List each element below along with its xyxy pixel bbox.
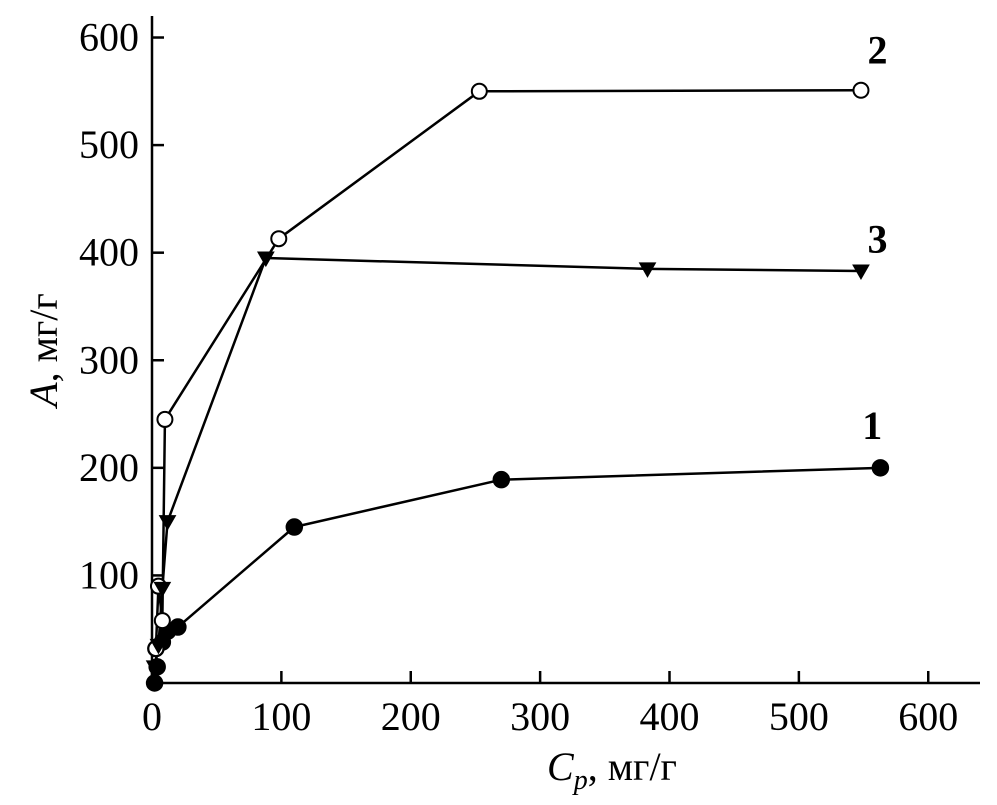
x-axis-title: Cp, мг/г xyxy=(547,744,677,796)
series-1-point xyxy=(871,459,890,477)
series-1-point xyxy=(285,518,304,536)
series-2-label: 2 xyxy=(867,27,887,72)
x-tick-label: 0 xyxy=(142,694,162,739)
x-tick-label: 600 xyxy=(898,694,958,739)
x-tick-label: 500 xyxy=(769,694,829,739)
series-2-line xyxy=(154,88,861,649)
series-3-point xyxy=(158,515,177,531)
x-tick-label: 300 xyxy=(510,694,570,739)
series-3-point xyxy=(149,638,168,655)
x-axis-symbol: C xyxy=(547,744,575,789)
x-tick-label: 200 xyxy=(381,694,441,739)
y-tick-label: 400 xyxy=(79,230,139,275)
y-tick-label: 500 xyxy=(79,122,139,167)
series-2-point xyxy=(470,82,488,100)
series-2-point xyxy=(156,410,174,428)
y-tick-label: 300 xyxy=(79,337,139,382)
y-tick-label: 100 xyxy=(79,552,139,597)
axis-ticks: 0 100 200 300 400 500 600 100 200 300 400 500 600 xyxy=(79,15,958,739)
series-labels: 1 2 3 xyxy=(862,27,887,447)
series-3-point xyxy=(145,660,164,676)
plot-area xyxy=(150,16,980,685)
series-2-point xyxy=(270,230,288,248)
x-tick-label: 100 xyxy=(251,694,311,739)
x-axis-subscript: p xyxy=(572,765,588,796)
y-axis-unit: , мг/г xyxy=(21,293,66,382)
series-3-point xyxy=(256,251,275,268)
series-3-label: 3 xyxy=(867,217,887,262)
series-3-point xyxy=(153,581,172,598)
series-1-line xyxy=(153,466,881,684)
series-1-point xyxy=(492,470,511,489)
x-tick-label: 400 xyxy=(640,694,700,739)
series-2-point xyxy=(153,612,171,630)
y-axis-title: A, мг/г xyxy=(21,293,66,410)
series-3-line xyxy=(153,256,861,668)
series-1-point xyxy=(169,618,187,636)
series-markers xyxy=(145,81,890,692)
y-tick-label: 200 xyxy=(79,445,139,490)
series-3-point xyxy=(638,262,657,278)
x-axis-unit: , мг/г xyxy=(588,744,677,789)
series-1-label: 1 xyxy=(862,403,882,448)
series-2-point xyxy=(852,81,870,99)
y-axis-symbol: A xyxy=(21,382,66,410)
series-3-point xyxy=(852,264,870,280)
y-tick-label: 600 xyxy=(79,15,139,60)
series-1-point xyxy=(145,674,164,692)
series-lines xyxy=(153,88,881,684)
